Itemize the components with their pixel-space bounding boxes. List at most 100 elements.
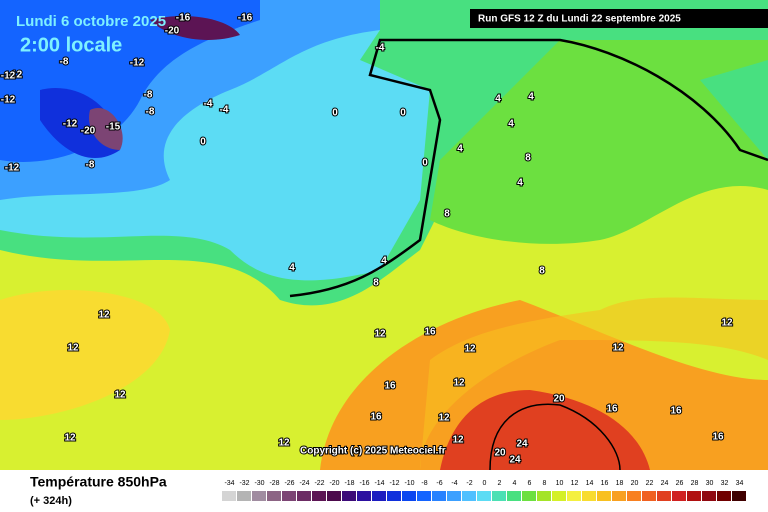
- contour-label: 12: [374, 329, 386, 340]
- colorbar-tick-label: 20: [631, 480, 639, 487]
- colorbar-swatch: [597, 491, 611, 501]
- colorbar-tick-label: -14: [374, 480, 384, 487]
- colorbar-tick-label: 32: [721, 480, 729, 487]
- colorbar-swatch: [237, 491, 251, 501]
- contour-label: -12: [8, 70, 23, 81]
- colorbar-tick-label: 8: [543, 480, 547, 487]
- colorbar-tick-label: -10: [404, 480, 414, 487]
- contour-label: 12: [464, 344, 476, 355]
- colorbar-swatch: [552, 491, 566, 501]
- contour-label: -4: [204, 99, 213, 110]
- colorbar-tick-label: 10: [556, 480, 564, 487]
- contour: [489, 403, 621, 471]
- field-title: Température 850hPa: [30, 474, 167, 490]
- colorbar-swatch: [642, 491, 656, 501]
- contour-label: 12: [453, 378, 465, 389]
- contour-label: -4: [220, 105, 229, 116]
- contour-label: 4: [457, 144, 463, 155]
- colorbar-swatch: [702, 491, 716, 501]
- contour-label: 16: [384, 381, 396, 392]
- colorbar-swatch: [672, 491, 686, 501]
- zero-contour: [289, 38, 768, 298]
- colorbar-swatch: [447, 491, 461, 501]
- contour-label: -12: [63, 119, 78, 130]
- contour-label: 0: [332, 108, 338, 119]
- contour-label: -8: [144, 90, 153, 101]
- colorbar-tick-label: 16: [601, 480, 609, 487]
- colorbar-swatch: [387, 491, 401, 501]
- contour-label: 12: [98, 310, 110, 321]
- contour-label: -16: [176, 13, 191, 24]
- contour-label: -12: [130, 58, 145, 69]
- colorbar-tick-label: 26: [676, 480, 684, 487]
- colorbar-swatch: [357, 491, 371, 501]
- colorbar-swatch: [402, 491, 416, 501]
- contour-label: 12: [721, 318, 733, 329]
- contour-label: 4: [289, 263, 295, 274]
- colorbar-swatch: [687, 491, 701, 501]
- contour-label: -20: [81, 126, 96, 137]
- contour-label: 12: [452, 435, 464, 446]
- colorbar-tick-label: -32: [239, 480, 249, 487]
- contour-label: -16: [238, 13, 253, 24]
- colorbar-swatch: [732, 491, 746, 501]
- colorbar-swatch: [657, 491, 671, 501]
- contour-label: 16: [370, 412, 382, 423]
- contour-label: 8: [525, 153, 531, 164]
- colorbar-tick-label: 24: [661, 480, 669, 487]
- colorbar-swatch: [327, 491, 341, 501]
- contour-label: -12: [1, 71, 16, 82]
- colorbar-swatch: [567, 491, 581, 501]
- contour-label: 16: [424, 327, 436, 338]
- colorbar-swatch: [267, 491, 281, 501]
- contour-label: 4: [528, 92, 534, 103]
- contour-label: 0: [422, 158, 428, 169]
- colorbar-tick-label: -12: [389, 480, 399, 487]
- contour-label: 24: [516, 439, 528, 450]
- colorbar-tick-label: -26: [284, 480, 294, 487]
- contour-label: 0: [400, 108, 406, 119]
- lead-time: (+ 324h): [30, 495, 72, 507]
- colorbar-tick-label: 18: [616, 480, 624, 487]
- colorbar-tick-label: 14: [586, 480, 594, 487]
- colorbar-tick-label: -4: [451, 480, 457, 487]
- contour-label: 4: [517, 178, 523, 189]
- contour-label: -12: [5, 163, 20, 174]
- contour-label: 4: [381, 256, 387, 267]
- colorbar-tick-label: 30: [706, 480, 714, 487]
- contour-label: 12: [67, 343, 79, 354]
- colorbar-swatch: [372, 491, 386, 501]
- contour-label: -4: [376, 43, 385, 54]
- copyright: Copyright (c) 2025 Meteociel.fr: [300, 446, 446, 457]
- colorbar-tick-label: -24: [299, 480, 309, 487]
- valid-date: Lundi 6 octobre 2025: [16, 13, 166, 30]
- colorbar-swatch: [537, 491, 551, 501]
- contour-label: 4: [508, 119, 514, 130]
- contour-label: 0: [200, 137, 206, 148]
- colorbar-swatch: [312, 491, 326, 501]
- contour-label: -12: [1, 95, 16, 106]
- colorbar-tick-label: 12: [571, 480, 579, 487]
- colorbar-swatch: [297, 491, 311, 501]
- colorbar-tick-label: -6: [436, 480, 442, 487]
- colorbar-tick-label: -28: [269, 480, 279, 487]
- colorbar-tick-label: -30: [254, 480, 264, 487]
- colorbar-tick-label: -34: [224, 480, 234, 487]
- colorbar-tick-label: 22: [646, 480, 654, 487]
- contour-label: 12: [64, 433, 76, 444]
- contour-label: 12: [438, 413, 450, 424]
- colorbar-swatch: [717, 491, 731, 501]
- contour-label: 20: [494, 448, 506, 459]
- colorbar-swatch: [282, 491, 296, 501]
- run-info: Run GFS 12 Z du Lundi 22 septembre 2025: [478, 14, 681, 25]
- colorbar-tick-label: 28: [691, 480, 699, 487]
- contour-label: 20: [553, 394, 565, 405]
- colorbar-tick-label: -8: [421, 480, 427, 487]
- colorbar-tick-label: 34: [736, 480, 744, 487]
- colorbar-swatch: [417, 491, 431, 501]
- contour-label: 12: [612, 343, 624, 354]
- colorbar-swatch: [462, 491, 476, 501]
- colorbar-tick-label: 6: [528, 480, 532, 487]
